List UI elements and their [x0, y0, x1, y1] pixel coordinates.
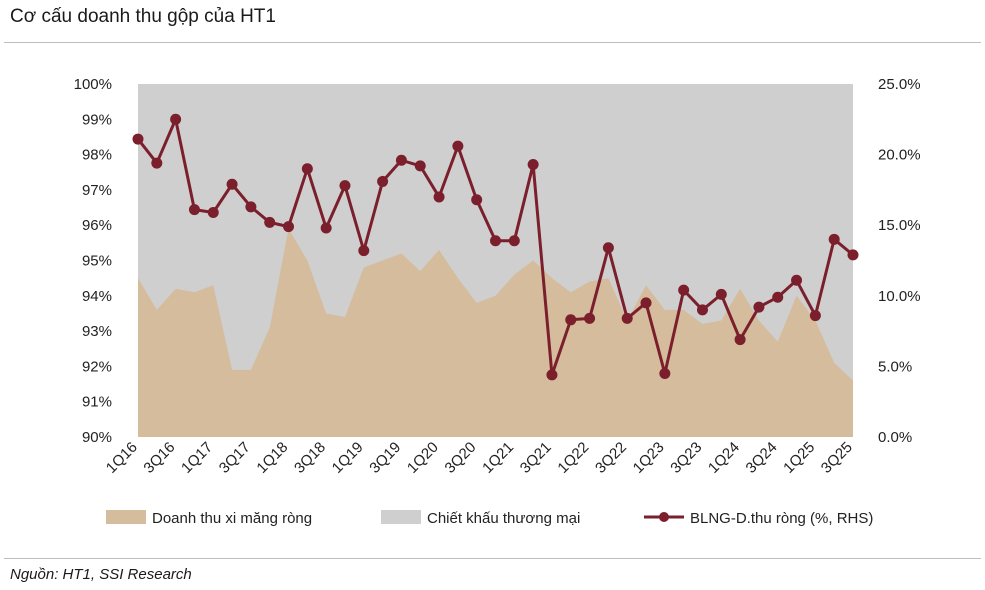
legend-swatch-margin-marker [659, 512, 669, 522]
x-tick-label: 3Q24 [743, 439, 781, 477]
x-tick-label: 3Q17 [216, 439, 254, 477]
margin-point [527, 158, 539, 170]
margin-point [377, 175, 389, 187]
left-tick-label: 99% [82, 111, 112, 128]
margin-point [809, 310, 821, 322]
legend-label-revenue: Doanh thu xi măng ròng [152, 510, 312, 527]
left-tick-label: 90% [82, 429, 112, 446]
x-tick-label: 1Q25 [780, 439, 818, 477]
margin-point [696, 304, 708, 316]
right-tick-label: 20.0% [878, 147, 921, 164]
margin-point [847, 249, 859, 261]
margin-point [584, 312, 596, 324]
x-tick-label: 3Q22 [592, 439, 630, 477]
x-tick-label: 3Q25 [818, 439, 856, 477]
source-note: Nguồn: HT1, SSI Research [10, 566, 192, 583]
x-tick-label: 3Q19 [366, 439, 404, 477]
left-tick-label: 100% [74, 76, 112, 93]
x-tick-label: 3Q16 [140, 439, 178, 477]
x-tick-label: 1Q23 [630, 439, 668, 477]
x-tick-label: 1Q17 [178, 439, 216, 477]
top-divider [4, 42, 981, 43]
x-tick-label: 3Q20 [442, 439, 480, 477]
margin-point [151, 157, 163, 169]
margin-point [170, 113, 182, 125]
left-tick-label: 98% [82, 147, 112, 164]
margin-point [715, 288, 727, 300]
margin-point [320, 222, 332, 234]
legend-label-margin: BLNG-D.thu ròng (%, RHS) [690, 510, 873, 527]
left-tick-label: 91% [82, 394, 112, 411]
bottom-divider [4, 558, 981, 559]
margin-point [565, 314, 577, 326]
margin-point [490, 235, 501, 247]
left-tick-label: 97% [82, 182, 112, 199]
area-revenue [138, 228, 853, 437]
margin-point [132, 133, 144, 145]
right-tick-label: 0.0% [878, 429, 912, 446]
x-tick-label: 1Q18 [253, 439, 291, 477]
left-tick-label: 96% [82, 217, 112, 234]
margin-point [621, 312, 633, 324]
left-tick-label: 94% [82, 288, 112, 305]
margin-point [283, 221, 295, 233]
x-tick-label: 1Q20 [404, 439, 442, 477]
x-tick-label: 3Q21 [517, 439, 555, 477]
margin-point [734, 334, 746, 346]
right-tick-label: 15.0% [878, 217, 921, 234]
margin-point [508, 235, 520, 247]
margin-point [245, 201, 257, 213]
legend-label-discount: Chiết khấu thương mại [427, 510, 580, 527]
margin-point [659, 367, 671, 379]
margin-point [828, 233, 840, 245]
margin-point [414, 160, 426, 172]
x-tick-label: 1Q19 [329, 439, 367, 477]
margin-point [395, 154, 407, 166]
margin-point [452, 140, 464, 152]
margin-point [602, 242, 614, 254]
margin-point [640, 297, 652, 309]
margin-point [226, 178, 238, 190]
left-tick-label: 93% [82, 323, 112, 340]
margin-point [433, 191, 445, 203]
x-tick-label: 1Q21 [479, 439, 517, 477]
margin-point [546, 369, 558, 381]
left-tick-label: 95% [82, 253, 112, 270]
margin-point [678, 284, 690, 296]
x-tick-label: 3Q23 [667, 439, 705, 477]
margin-point [471, 194, 483, 206]
margin-point [339, 180, 351, 192]
margin-point [753, 301, 765, 313]
legend-swatch-discount [381, 510, 421, 524]
legend-swatch-revenue [106, 510, 146, 524]
margin-point [358, 245, 370, 257]
margin-point [188, 204, 200, 216]
margin-point [772, 291, 784, 303]
right-tick-label: 10.0% [878, 288, 921, 305]
margin-point [264, 216, 276, 228]
margin-point [301, 163, 313, 175]
right-tick-label: 25.0% [878, 76, 921, 93]
x-tick-label: 3Q18 [291, 439, 329, 477]
x-tick-label: 1Q24 [705, 439, 743, 477]
right-tick-label: 5.0% [878, 358, 912, 375]
margin-point [791, 274, 803, 286]
left-tick-label: 92% [82, 358, 112, 375]
x-tick-label: 1Q22 [554, 439, 592, 477]
margin-point [207, 206, 219, 218]
chart-title: Cơ cấu doanh thu gộp của HT1 [10, 6, 276, 27]
